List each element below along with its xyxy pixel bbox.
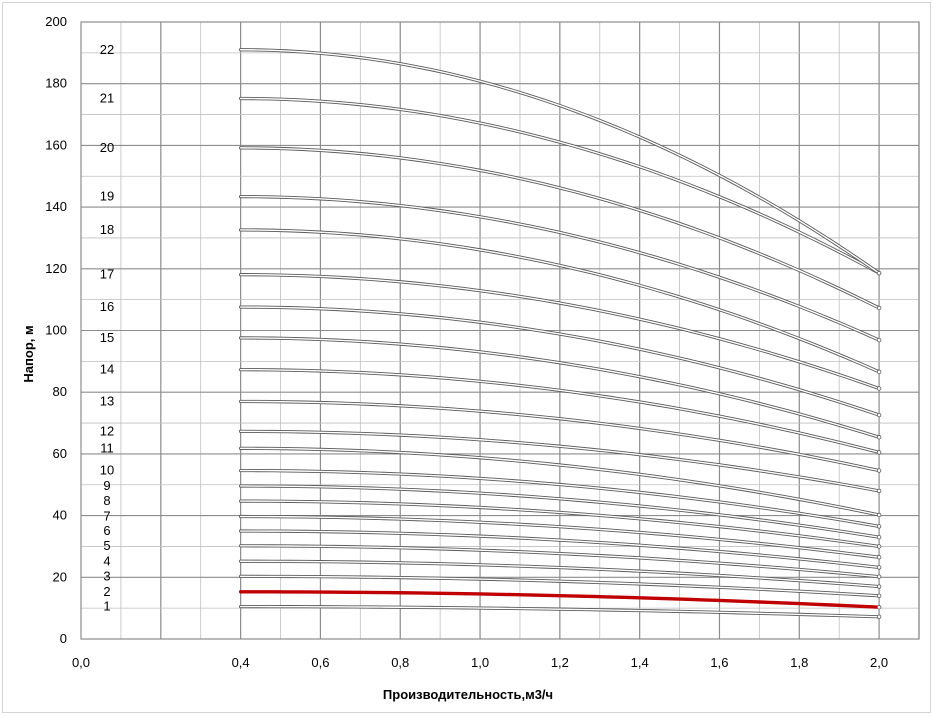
curve-label-4: 4 xyxy=(103,553,110,568)
series-curve-11 xyxy=(239,447,880,516)
curve-label-19: 19 xyxy=(100,189,114,204)
series-end-point-9 xyxy=(876,534,882,540)
curve-label-6: 6 xyxy=(103,523,110,538)
series-curve-16 xyxy=(239,306,880,416)
y-tick-label: 180 xyxy=(45,76,67,91)
series-end-point-19 xyxy=(876,337,882,343)
series-curve-7 xyxy=(239,515,880,558)
curve-label-17: 17 xyxy=(100,267,114,282)
curves xyxy=(238,48,882,619)
series-curve-5 xyxy=(239,545,880,578)
y-tick-label: 160 xyxy=(45,137,67,152)
curve-label-1: 1 xyxy=(103,599,110,614)
x-tick-label: 1,4 xyxy=(631,655,649,670)
series-end-point-7 xyxy=(876,555,882,560)
series-curve-4 xyxy=(239,560,880,588)
series-curve-2 xyxy=(238,590,881,609)
series-curve-6 xyxy=(239,530,880,569)
curve-label-16: 16 xyxy=(100,299,114,314)
x-tick-label: 1,2 xyxy=(551,655,569,670)
series-curve-14 xyxy=(239,368,880,454)
tick-labels: 0,0 0,4 0,6 0,8 1,0 1,2 1,4 1,6 1,8 2,0 0 20 40 60 80 1… xyxy=(45,14,888,670)
curve-label-2: 2 xyxy=(103,584,110,599)
x-tick-label: 1,0 xyxy=(471,655,489,670)
y-tick-label: 120 xyxy=(45,261,67,276)
x-tick-label: 1,6 xyxy=(710,655,728,670)
y-tick-label: 40 xyxy=(53,508,67,523)
series-curve-10 xyxy=(239,469,880,528)
series-curve-3 xyxy=(239,575,880,597)
series-curve-22 xyxy=(239,49,880,274)
series-curve-17 xyxy=(239,273,880,390)
curve-label-10: 10 xyxy=(100,463,114,478)
x-tick-label: 0,0 xyxy=(72,655,90,670)
curve-label-14: 14 xyxy=(100,362,114,377)
curve-label-9: 9 xyxy=(103,478,110,493)
series-end-point-11 xyxy=(876,512,882,518)
curve-label-7: 7 xyxy=(103,509,110,524)
y-tick-label: 200 xyxy=(45,14,67,29)
series-curve-13 xyxy=(239,400,880,472)
y-tick-label: 100 xyxy=(45,323,67,338)
x-axis-title: Производительность,м3/ч xyxy=(383,687,553,702)
series-end-point-17 xyxy=(876,386,882,391)
x-tick-label: 0,4 xyxy=(232,655,250,670)
grid xyxy=(80,21,920,640)
series-end-point-12 xyxy=(876,488,882,494)
series-end-point-8 xyxy=(876,544,882,549)
series-end-point-4 xyxy=(876,584,882,589)
series-curve-15 xyxy=(239,337,880,438)
series-end-point-16 xyxy=(876,412,882,418)
x-tick-label: 1,8 xyxy=(790,655,808,670)
x-tick-label: 2,0 xyxy=(870,655,888,670)
series-curve-19 xyxy=(239,195,880,341)
series-curve-8 xyxy=(239,500,880,548)
y-tick-label: 20 xyxy=(53,569,67,584)
y-tick-label: 0 xyxy=(60,631,67,646)
curve-label-20: 20 xyxy=(100,140,114,155)
y-tick-label: 80 xyxy=(53,384,67,399)
y-tick-label: 60 xyxy=(53,446,67,461)
series-end-point-15 xyxy=(876,435,882,440)
series-curve-12 xyxy=(239,430,880,492)
curve-label-12: 12 xyxy=(100,423,114,438)
curve-label-13: 13 xyxy=(100,393,114,408)
series-curve-21 xyxy=(239,97,880,274)
series-end-point-14 xyxy=(876,450,882,455)
y-tick-label: 140 xyxy=(45,199,67,214)
curve-label-22: 22 xyxy=(100,42,114,57)
x-tick-label: 0,8 xyxy=(391,655,409,670)
curve-label-15: 15 xyxy=(100,330,114,345)
series-end-point-22 xyxy=(876,270,882,276)
series-end-point-18 xyxy=(876,369,882,375)
curve-label-18: 18 xyxy=(100,222,114,237)
curve-label-11: 11 xyxy=(100,440,114,455)
series-end-point-13 xyxy=(876,468,882,473)
series-end-point-6 xyxy=(876,565,882,570)
curve-label-8: 8 xyxy=(103,493,110,508)
x-tick-label: 0,6 xyxy=(311,655,329,670)
curve-label-3: 3 xyxy=(103,568,110,583)
series-curve-1 xyxy=(239,605,880,618)
series-end-point-5 xyxy=(876,574,882,579)
curve-label-5: 5 xyxy=(103,538,110,553)
curve-label-21: 21 xyxy=(100,91,114,106)
series-end-point-20 xyxy=(876,305,882,311)
series-curve-9 xyxy=(239,485,880,538)
y-axis-title: Напор, м xyxy=(21,325,36,382)
plot-area-border xyxy=(80,21,920,640)
series-curve-18 xyxy=(239,229,880,373)
series-end-point-3 xyxy=(876,593,882,599)
series-curve-20 xyxy=(239,147,880,309)
series-end-point-10 xyxy=(876,524,882,529)
series-end-point-1 xyxy=(876,614,882,619)
series-end-point-2 xyxy=(876,605,882,610)
